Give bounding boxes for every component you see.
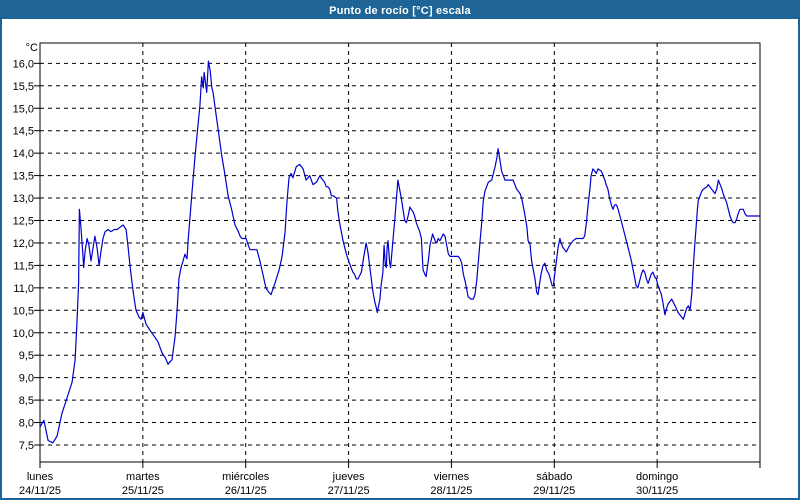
y-tick-label: 13,5 <box>13 171 34 183</box>
y-tick-label: 14,0 <box>13 148 34 160</box>
y-tick-label: 9,5 <box>19 350 34 362</box>
x-ticks <box>39 462 761 468</box>
y-tick-label: 12,0 <box>13 238 34 250</box>
y-tick-label: 11,5 <box>13 260 34 272</box>
day-date-label: 29/11/25 <box>533 485 575 497</box>
day-name-label: jueves <box>332 471 365 483</box>
y-tick-label: 7,5 <box>19 440 34 452</box>
day-date-label: 30/11/25 <box>636 485 678 497</box>
y-tick-label: 15,5 <box>13 81 34 93</box>
data-line <box>39 60 760 444</box>
plot-border <box>39 42 761 463</box>
day-date-label: 24/11/25 <box>19 485 61 497</box>
day-date-label: 26/11/25 <box>225 485 267 497</box>
day-name-label: miércoles <box>222 471 270 483</box>
title-bar: Punto de rocío [°C] escala <box>2 2 798 19</box>
day-date-label: 28/11/25 <box>430 485 472 497</box>
y-tick-label: 14,5 <box>13 126 34 138</box>
day-name-label: domingo <box>636 471 678 483</box>
y-tick-label: 10,0 <box>13 328 34 340</box>
y-tick-labels: 16,0 15,5 15,0 14,5 14,0 13,5 13,0 12,5 12,0 11,5… <box>13 58 34 452</box>
x-gridlines <box>142 43 658 462</box>
day-name-label: viernes <box>434 471 470 483</box>
y-tick-label: 8,5 <box>19 395 34 407</box>
y-tick-label: 12,5 <box>13 216 34 228</box>
day-date-label: 25/11/25 <box>122 485 164 497</box>
day-date-label: 27/11/25 <box>328 485 370 497</box>
chart-area: 16,0 15,5 15,0 14,5 14,0 13,5 13,0 12,5 12,0 11,5… <box>2 19 798 498</box>
day-name-label: martes <box>126 471 160 483</box>
y-tick-label: 13,0 <box>13 193 34 205</box>
y-tick-label: 15,0 <box>13 103 34 115</box>
y-axis-unit-label: °C <box>26 42 38 54</box>
day-name-label: lunes <box>27 471 54 483</box>
y-tick-label: 8,0 <box>19 418 34 430</box>
y-tick-label: 11,0 <box>13 283 34 295</box>
y-tick-label: 16,0 <box>13 58 34 70</box>
day-name-label: sábado <box>536 471 572 483</box>
x-day-labels: lunes 24/11/25 martes 25/11/25 miércoles 26/1… <box>19 471 678 497</box>
y-gridlines <box>34 62 760 446</box>
dewpoint-line-chart: 16,0 15,5 15,0 14,5 14,0 13,5 13,0 12,5 12,0 11,5… <box>13 42 761 497</box>
y-tick-label: 9,0 <box>19 373 34 385</box>
y-tick-label: 10,5 <box>13 305 34 317</box>
chart-title: Punto de rocío [°C] escala <box>329 4 471 17</box>
